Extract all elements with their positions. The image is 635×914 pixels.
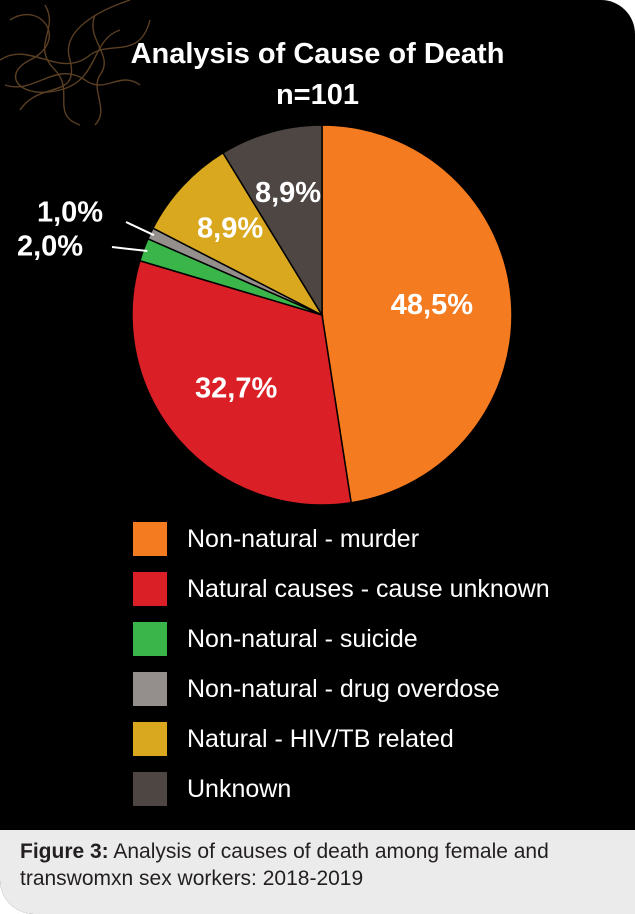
- slice-value-label-non-natural-murder: 48,5%: [391, 289, 473, 321]
- legend-swatch: [133, 572, 167, 606]
- pie-slice-non-natural-murder: [321, 124, 513, 504]
- legend-item-non-natural-drug-overdose: Non-natural - drug overdose: [133, 665, 613, 715]
- caption-box: Figure 3: Analysis of causes of death am…: [0, 830, 635, 914]
- legend-label: Non-natural - suicide: [187, 625, 418, 653]
- leader-line-non-natural-suicide: [111, 246, 148, 253]
- figure-label: Figure 3:: [20, 840, 109, 863]
- pie-slice-unknown: [221, 124, 323, 318]
- legend-swatch: [133, 772, 167, 806]
- slice-value-label-non-natural-suicide: 2,0%: [17, 231, 83, 263]
- legend-swatch: [133, 522, 167, 556]
- legend-item-non-natural-murder: Non-natural - murder: [133, 515, 613, 565]
- legend-label: Non-natural - drug overdose: [187, 675, 500, 703]
- legend-swatch: [133, 622, 167, 656]
- chart-title: Analysis of Cause of Death: [130, 38, 505, 70]
- legend-label: Natural - HIV/TB related: [187, 725, 454, 753]
- pie-slice-natural-hiv-tb-related: [151, 151, 325, 317]
- slice-value-label-natural-hiv-tb-related: 8,9%: [197, 212, 263, 244]
- figure-caption: Figure 3: Analysis of causes of death am…: [20, 838, 620, 892]
- slice-value-label-unknown: 8,9%: [255, 177, 321, 209]
- legend-swatch: [133, 672, 167, 706]
- legend-label: Natural causes - cause unknown: [187, 575, 550, 603]
- legend-swatch: [133, 722, 167, 756]
- legend-label: Non-natural - murder: [187, 525, 420, 553]
- chart-subtitle: n=101: [275, 79, 360, 111]
- legend-item-natural-hiv-tb-related: Natural - HIV/TB related: [133, 715, 613, 765]
- legend-label: Unknown: [187, 775, 292, 803]
- slice-value-label-non-natural-drug-overdose: 1,0%: [37, 197, 103, 229]
- legend-item-unknown: Unknown: [133, 765, 613, 815]
- slice-value-label-natural-causes-cause-unknown: 32,7%: [195, 373, 277, 405]
- leader-line-non-natural-drug-overdose: [125, 221, 155, 237]
- legend-item-natural-causes-cause-unknown: Natural causes - cause unknown: [133, 565, 613, 615]
- pie-slice-natural-causes-cause-unknown: [131, 259, 352, 506]
- legend-item-non-natural-suicide: Non-natural - suicide: [133, 615, 613, 665]
- decorative-scribble: [0, 0, 151, 126]
- caption-text: Analysis of causes of death among female…: [20, 840, 549, 890]
